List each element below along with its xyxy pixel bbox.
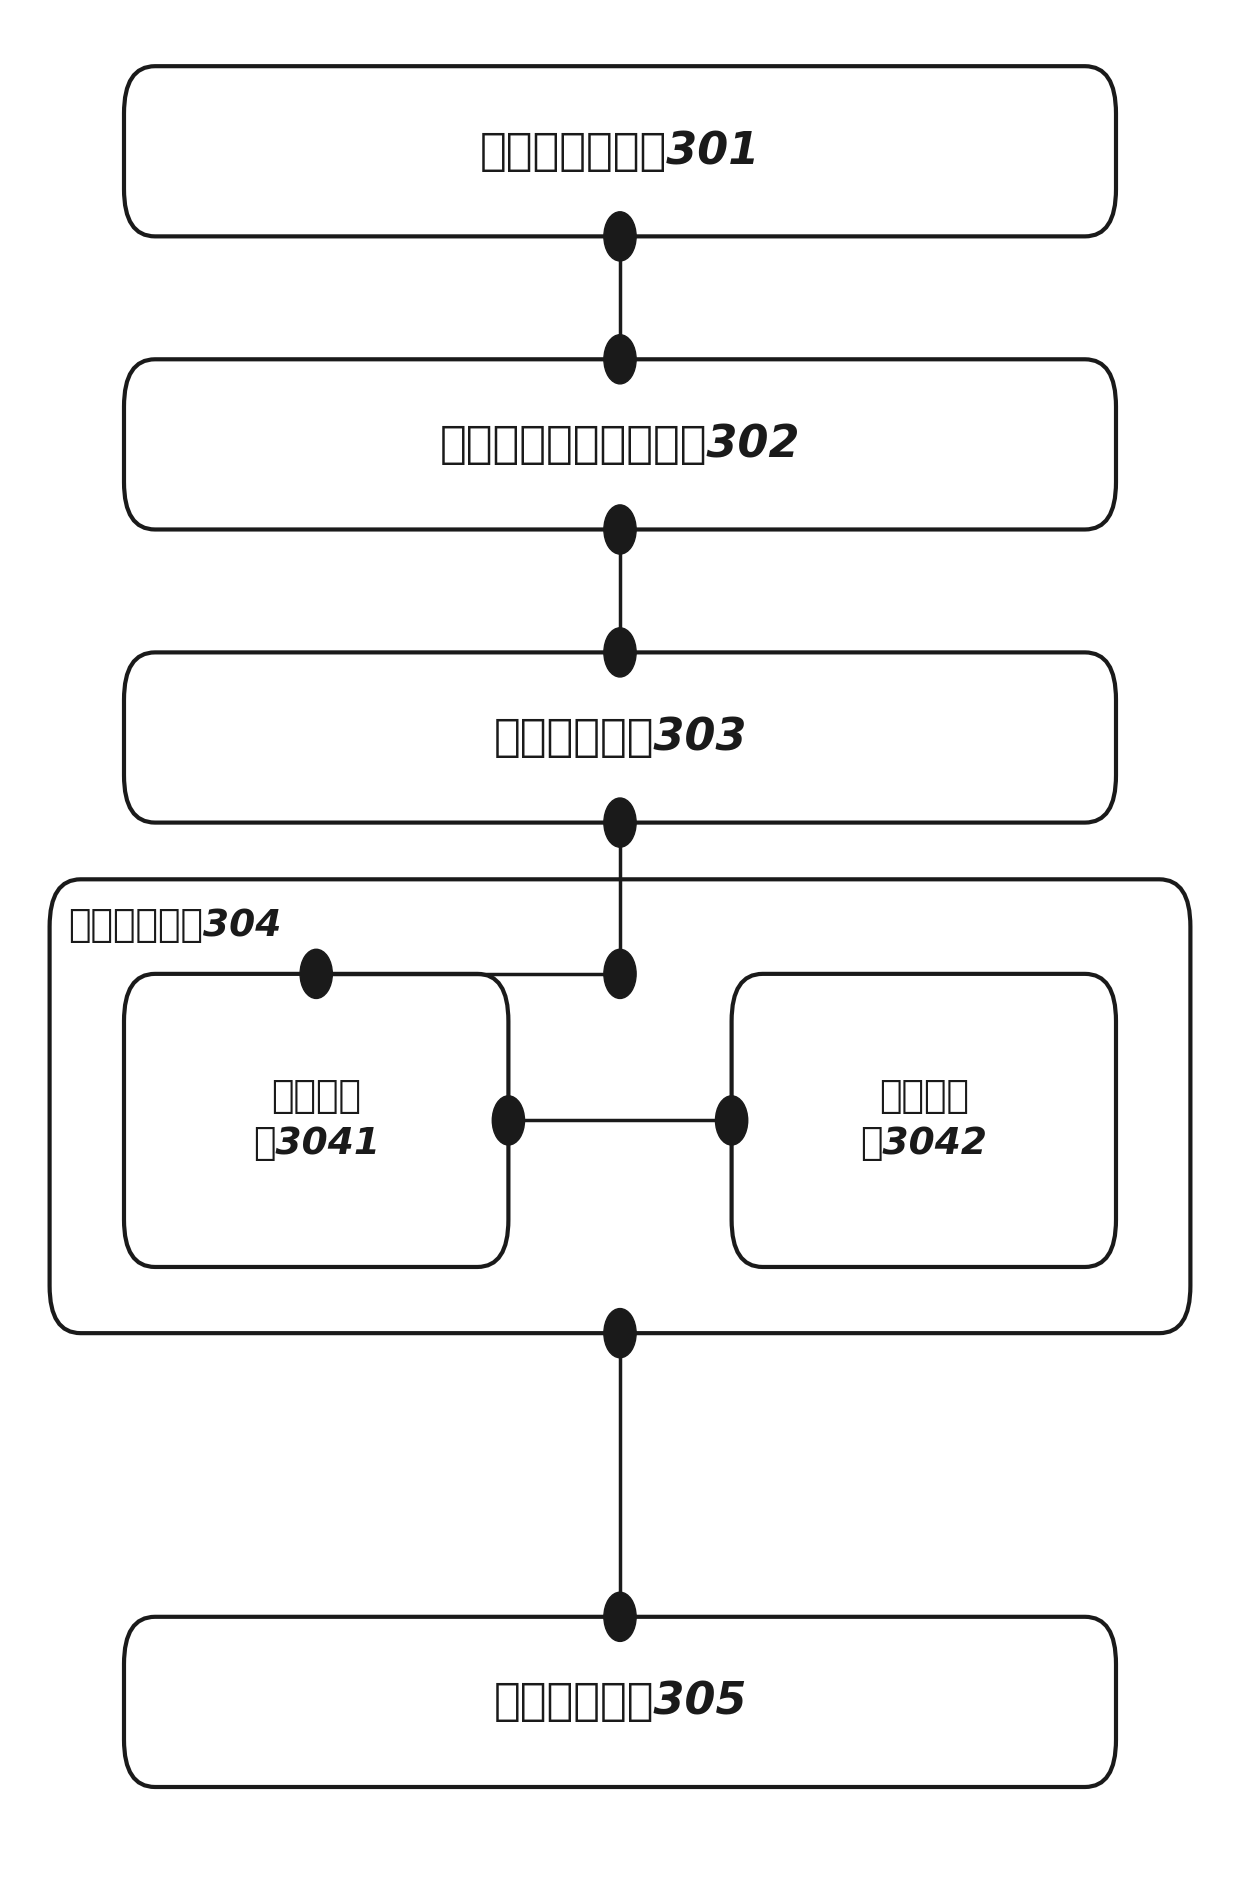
FancyBboxPatch shape <box>732 974 1116 1267</box>
Circle shape <box>604 628 636 677</box>
Text: 物理数学模型转化单元302: 物理数学模型转化单元302 <box>440 424 800 465</box>
Text: 桥臂子单
元3041: 桥臂子单 元3041 <box>253 1080 379 1161</box>
Text: 网络子单
元3042: 网络子单 元3042 <box>861 1080 987 1161</box>
FancyBboxPatch shape <box>124 652 1116 823</box>
Circle shape <box>604 798 636 847</box>
Circle shape <box>604 1592 636 1641</box>
Circle shape <box>300 949 332 998</box>
FancyBboxPatch shape <box>124 974 508 1267</box>
FancyBboxPatch shape <box>124 66 1116 236</box>
Circle shape <box>492 1095 525 1144</box>
Circle shape <box>604 335 636 384</box>
Circle shape <box>715 1095 748 1144</box>
Text: 电压更新单元305: 电压更新单元305 <box>494 1681 746 1723</box>
Text: 子模块等效单元301: 子模块等效单元301 <box>480 130 760 172</box>
Circle shape <box>604 505 636 554</box>
Circle shape <box>604 212 636 261</box>
FancyBboxPatch shape <box>50 879 1190 1333</box>
Text: 电路网络单元304: 电路网络单元304 <box>68 908 281 944</box>
Circle shape <box>604 1309 636 1358</box>
Circle shape <box>604 949 636 998</box>
FancyBboxPatch shape <box>124 1617 1116 1787</box>
FancyBboxPatch shape <box>124 359 1116 529</box>
Text: 模型求解单元303: 模型求解单元303 <box>494 717 746 758</box>
